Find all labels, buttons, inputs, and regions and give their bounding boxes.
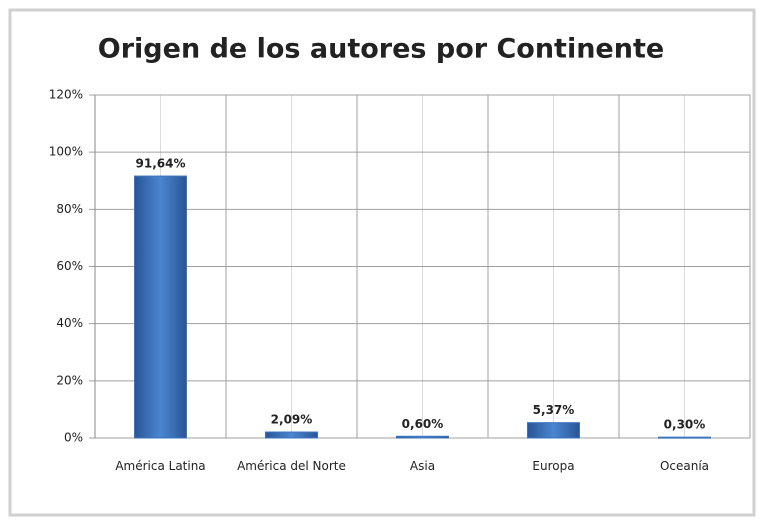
x-tick-label-box: América del Norte — [237, 459, 346, 473]
y-tick-label: 60% — [56, 259, 83, 273]
y-tick-label: 40% — [56, 316, 83, 330]
data-label: 0,30% — [664, 418, 706, 432]
x-tick-label-box: Europa — [532, 459, 575, 473]
x-tick-label: América del Norte — [237, 459, 346, 473]
bar — [134, 175, 187, 439]
x-tick-label-box: Asia — [409, 459, 436, 473]
y-tick-label: 80% — [56, 202, 83, 216]
data-label: 5,37% — [533, 403, 575, 417]
data-label: 2,09% — [271, 413, 313, 427]
data-label: 0,60% — [402, 417, 444, 431]
chart-frame — [8, 8, 756, 517]
bar — [527, 422, 580, 439]
x-tick-label-box: América Latina — [115, 459, 206, 473]
x-tick-label: Europa — [532, 459, 575, 473]
x-tick-label: América Latina — [115, 459, 206, 473]
y-tick-label: 0% — [64, 431, 83, 445]
x-tick-label: Asia — [409, 459, 436, 473]
y-tick-label: 100% — [49, 145, 83, 159]
bar — [658, 436, 711, 439]
bar — [396, 435, 449, 439]
x-tick-label-box: Oceanía — [659, 459, 710, 473]
y-tick-label: 120% — [49, 88, 83, 102]
data-label: 91,64% — [136, 157, 186, 171]
bar — [265, 431, 318, 439]
x-tick-label: Oceanía — [659, 459, 710, 473]
y-tick-label: 20% — [56, 373, 83, 387]
chart-title: Origen de los autores por Continente — [98, 34, 664, 65]
